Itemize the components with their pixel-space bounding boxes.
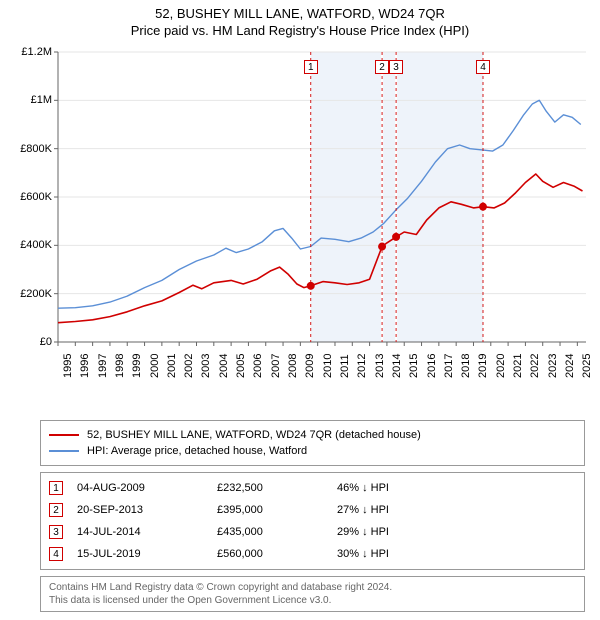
x-tick-label: 2000 [149,354,161,378]
sale-date: 15-JUL-2019 [77,543,217,565]
y-tick-label: £800K [12,143,52,155]
x-tick-label: 1998 [114,354,126,378]
x-tick-label: 2006 [252,354,264,378]
sale-price: £232,500 [217,477,337,499]
chart-area: £0 £200K £400K £600K £800K £1M £1.2M 1995 1996 19… [10,42,590,382]
sale-row: 4 15-JUL-2019£560,00030% ↓ HPI [49,543,576,565]
y-tick-label: £1M [12,94,52,106]
legend-row: 52, BUSHEY MILL LANE, WATFORD, WD24 7QR … [49,427,576,443]
sale-row-marker: 3 [49,525,63,539]
x-tick-label: 2005 [235,354,247,378]
x-tick-label: 2010 [322,354,334,378]
x-tick-label: 2013 [374,354,386,378]
x-tick-label: 2003 [200,354,212,378]
x-tick-label: 1999 [131,354,143,378]
x-tick-label: 2018 [460,354,472,378]
x-tick-label: 2016 [426,354,438,378]
legend-swatch [49,434,79,436]
chart-svg [10,42,590,382]
chart-subtitle: Price paid vs. HM Land Registry's House … [0,21,600,42]
x-tick-label: 2017 [443,354,455,378]
y-tick-label: £400K [12,239,52,251]
legend-row: HPI: Average price, detached house, Watf… [49,443,576,459]
legend-box: 52, BUSHEY MILL LANE, WATFORD, WD24 7QR … [40,420,585,466]
x-tick-label: 2015 [408,354,420,378]
sale-marker-label: 3 [389,60,403,74]
sales-table: 1 04-AUG-2009£232,50046% ↓ HPI 2 20-SEP-201… [40,472,585,570]
x-tick-label: 1997 [97,354,109,378]
footer-line-1: Contains HM Land Registry data © Crown c… [49,581,576,594]
sale-price: £395,000 [217,499,337,521]
sale-marker-label: 4 [476,60,490,74]
x-tick-label: 2025 [581,354,593,378]
legend-label: HPI: Average price, detached house, Watf… [87,443,307,459]
x-tick-label: 2020 [495,354,507,378]
x-tick-label: 2001 [166,354,178,378]
x-tick-label: 2004 [218,354,230,378]
sale-row-marker: 4 [49,547,63,561]
x-tick-label: 2008 [287,354,299,378]
sale-pct: 30% ↓ HPI [337,543,447,565]
sale-price: £560,000 [217,543,337,565]
chart-title: 52, BUSHEY MILL LANE, WATFORD, WD24 7QR [0,0,600,21]
sale-row: 1 04-AUG-2009£232,50046% ↓ HPI [49,477,576,499]
sale-pct: 27% ↓ HPI [337,499,447,521]
x-tick-label: 2023 [547,354,559,378]
sale-row-marker: 1 [49,481,63,495]
sale-row: 2 20-SEP-2013£395,00027% ↓ HPI [49,499,576,521]
sale-date: 04-AUG-2009 [77,477,217,499]
x-tick-label: 1995 [62,354,74,378]
y-tick-label: £0 [12,336,52,348]
sale-marker-label: 1 [304,60,318,74]
footer-line-2: This data is licensed under the Open Gov… [49,594,576,607]
sale-pct: 46% ↓ HPI [337,477,447,499]
x-tick-label: 2022 [529,354,541,378]
sale-row-marker: 2 [49,503,63,517]
sale-pct: 29% ↓ HPI [337,521,447,543]
x-tick-label: 2024 [564,354,576,378]
x-tick-label: 2012 [356,354,368,378]
x-tick-label: 2021 [512,354,524,378]
x-tick-label: 2011 [339,354,351,378]
x-tick-label: 2009 [304,354,316,378]
x-tick-label: 2019 [477,354,489,378]
sale-price: £435,000 [217,521,337,543]
sale-date: 14-JUL-2014 [77,521,217,543]
y-tick-label: £600K [12,191,52,203]
x-tick-label: 1996 [79,354,91,378]
sale-row: 3 14-JUL-2014£435,00029% ↓ HPI [49,521,576,543]
x-tick-label: 2007 [270,354,282,378]
legend-swatch [49,450,79,452]
footer-box: Contains HM Land Registry data © Crown c… [40,576,585,612]
x-tick-label: 2014 [391,354,403,378]
sale-marker-label: 2 [375,60,389,74]
sale-date: 20-SEP-2013 [77,499,217,521]
legend-label: 52, BUSHEY MILL LANE, WATFORD, WD24 7QR … [87,427,421,443]
x-tick-label: 2002 [183,354,195,378]
y-tick-label: £1.2M [12,46,52,58]
y-tick-label: £200K [12,288,52,300]
